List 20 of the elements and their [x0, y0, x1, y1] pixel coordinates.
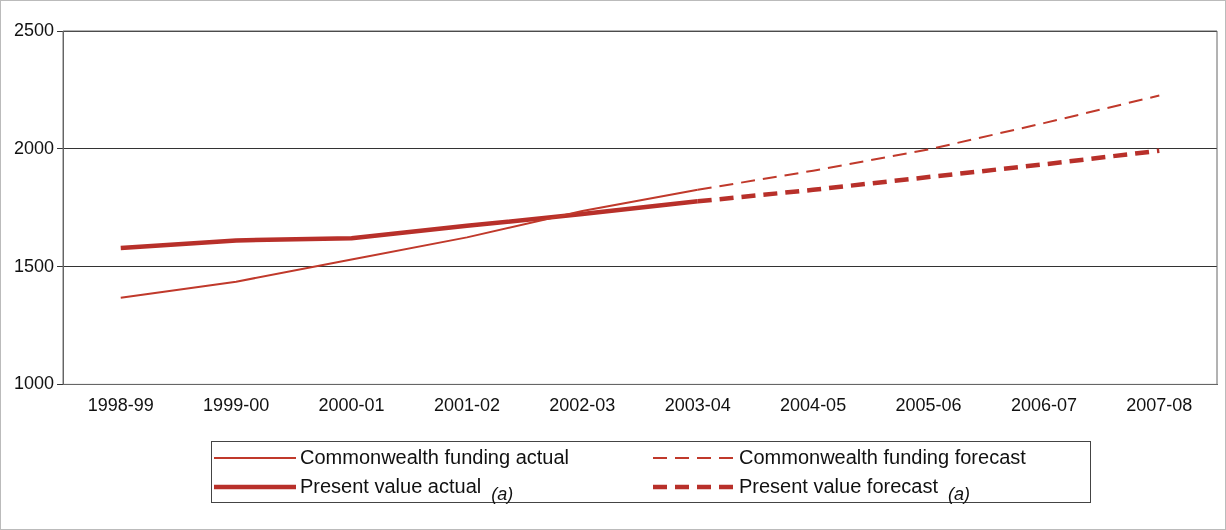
y-tick-label: 1000 — [14, 373, 55, 394]
legend-label: Present value forecast — [739, 475, 938, 498]
legend-label: Commonwealth funding actual — [300, 446, 570, 469]
y-tick-label: 2000 — [14, 137, 55, 158]
text: (a) — [948, 484, 970, 505]
x-tick-label: 2006-07 — [1010, 395, 1077, 416]
legend-label: Commonwealth funding forecast — [739, 446, 1026, 469]
x-tick-label: 1999-00 — [203, 395, 270, 416]
x-tick-label: 1998-99 — [87, 395, 154, 416]
x-tick-label: 2003-04 — [664, 395, 731, 416]
x-tick-label: 2005-06 — [895, 395, 962, 416]
x-tick-label: 2001-02 — [433, 395, 500, 416]
legend-label: Present value actual — [300, 475, 482, 498]
x-tick-label: 2007-08 — [1126, 395, 1193, 416]
x-tick-label: 2004-05 — [780, 395, 847, 416]
x-tick-label: 2000-01 — [318, 395, 385, 416]
x-tick-label: 2002-03 — [549, 395, 616, 416]
text: (a) — [491, 484, 514, 505]
y-tick-label: 2500 — [14, 19, 55, 40]
y-tick-label: 1500 — [14, 255, 55, 276]
